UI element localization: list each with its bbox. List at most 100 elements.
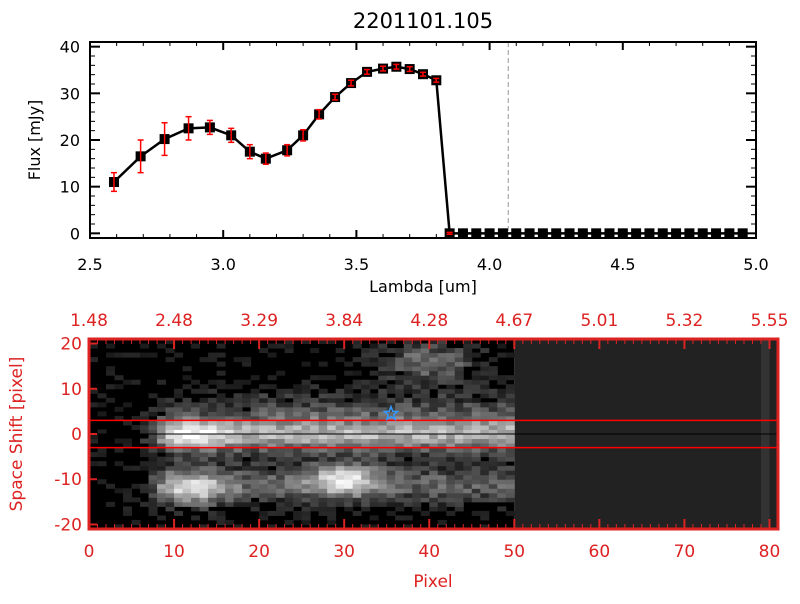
image-cell — [352, 411, 362, 417]
image-cell — [437, 397, 447, 403]
image-cell — [454, 357, 464, 363]
image-cell — [225, 434, 235, 440]
image-cell — [208, 488, 218, 494]
image-cell — [378, 501, 388, 507]
image-cell — [446, 501, 456, 507]
image-cell — [446, 424, 456, 430]
image-cell — [386, 370, 396, 376]
image-cell — [276, 411, 286, 417]
image-cell — [412, 343, 422, 349]
image-cell — [157, 488, 167, 494]
image-cell — [106, 501, 116, 507]
image-cell — [361, 406, 371, 412]
image-cell — [361, 501, 371, 507]
image-cell — [276, 438, 286, 444]
image-cell — [225, 384, 235, 390]
image-cell — [344, 461, 354, 467]
y-tick-label: 10 — [60, 178, 80, 197]
image-cell — [242, 447, 252, 453]
image-cell — [446, 384, 456, 390]
image-cell — [208, 452, 218, 458]
image-cell — [352, 438, 362, 444]
image-cell — [259, 510, 269, 516]
image-cell — [420, 452, 430, 458]
image-cell — [361, 465, 371, 471]
image-cell — [174, 474, 184, 480]
x-tick-label: 30 — [333, 542, 355, 562]
image-cell — [140, 415, 150, 421]
image-cell — [267, 483, 277, 489]
image-cell — [335, 488, 345, 494]
image-cell — [480, 379, 490, 385]
image-cell — [386, 411, 396, 417]
image-cell — [454, 415, 464, 421]
image-cell — [165, 447, 175, 453]
y-tick-label: 10 — [60, 380, 82, 400]
image-cell — [412, 465, 422, 471]
image-cell — [471, 370, 481, 376]
image-cell — [267, 488, 277, 494]
image-cell — [310, 384, 320, 390]
image-cell — [378, 443, 388, 449]
image-cell — [148, 352, 158, 358]
image-cell — [378, 420, 388, 426]
image-cell — [395, 429, 405, 435]
image-cell — [97, 452, 107, 458]
image-cell — [157, 501, 167, 507]
image-cell — [386, 366, 396, 372]
image-cell — [395, 352, 405, 358]
image-cell — [488, 479, 498, 485]
image-cell — [335, 411, 345, 417]
image-cell — [318, 361, 328, 367]
image-cell — [454, 379, 464, 385]
image-cell — [471, 411, 481, 417]
image-cell — [378, 397, 388, 403]
image-cell — [191, 492, 201, 498]
image-cell — [208, 492, 218, 498]
image-cell — [327, 443, 337, 449]
image-cell — [157, 492, 167, 498]
error-bar — [446, 231, 453, 236]
image-cell — [480, 474, 490, 480]
image-cell — [403, 361, 413, 367]
image-cell — [310, 375, 320, 381]
image-cell — [386, 402, 396, 408]
image-cell — [497, 411, 507, 417]
image-cell — [318, 429, 328, 435]
image-cell — [199, 384, 209, 390]
image-cell — [420, 438, 430, 444]
image-cell — [97, 402, 107, 408]
image-cell — [488, 474, 498, 480]
image-cell — [165, 348, 175, 354]
image-cell — [114, 524, 124, 530]
image-cell — [352, 420, 362, 426]
image-cell — [199, 474, 209, 480]
image-cell — [208, 470, 218, 476]
image-cell — [242, 415, 252, 421]
image-cell — [369, 424, 379, 430]
image-cell — [352, 447, 362, 453]
image-cell — [403, 483, 413, 489]
image-cell — [497, 479, 507, 485]
image-cell — [471, 479, 481, 485]
image-cell — [471, 361, 481, 367]
image-cell — [310, 492, 320, 498]
image-cell — [480, 470, 490, 476]
image-cell — [293, 515, 303, 521]
image-cell — [497, 506, 507, 512]
image-cell — [250, 402, 260, 408]
image-cell — [378, 357, 388, 363]
image-cell — [454, 429, 464, 435]
image-cell — [191, 447, 201, 453]
error-bar — [348, 79, 355, 87]
image-cell — [369, 474, 379, 480]
image-cell — [327, 456, 337, 462]
image-cell — [420, 510, 430, 516]
image-cell — [157, 443, 167, 449]
image-y-axis-label: Space Shift [pixel] — [7, 357, 27, 512]
image-cell — [378, 474, 388, 480]
image-cell — [488, 465, 498, 471]
image-cell — [505, 393, 515, 399]
image-cell — [352, 465, 362, 471]
image-cell — [454, 474, 464, 480]
